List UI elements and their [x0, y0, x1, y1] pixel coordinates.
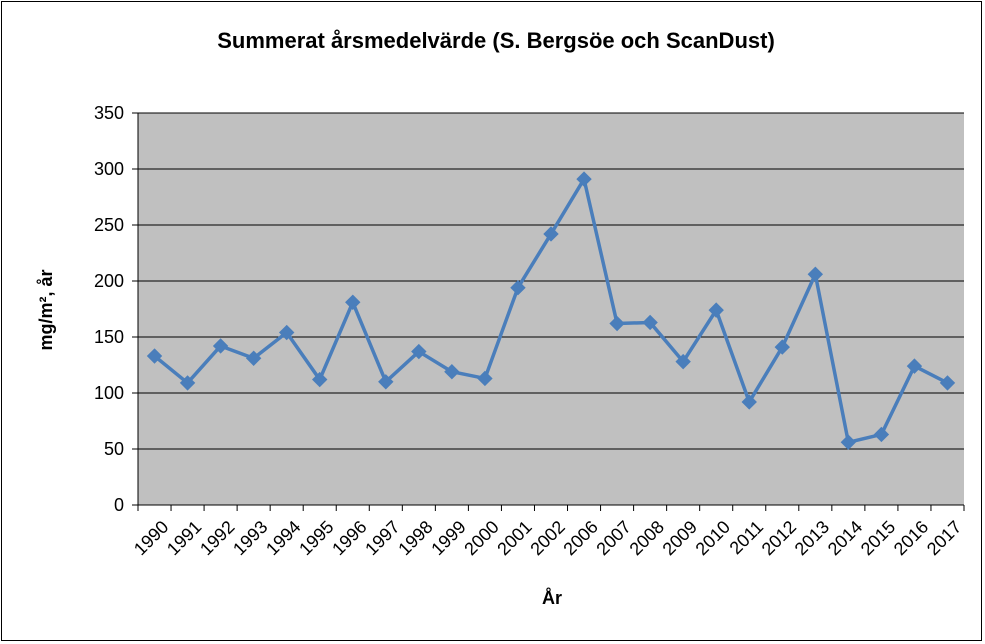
x-tick-label: 1995 [295, 517, 337, 559]
x-tick-label: 2007 [592, 517, 634, 559]
data-point-1994 [278, 324, 295, 341]
x-tick-label: 1996 [328, 517, 370, 559]
x-tick-label: 1991 [163, 517, 205, 559]
series-0 [146, 171, 956, 450]
data-point-2007 [609, 315, 625, 332]
data-point-1990 [146, 348, 163, 364]
axes [137, 113, 965, 511]
y-axis-tick-labels: 0 50 100 150 200 250 300 350 [94, 103, 124, 515]
x-axis-title: År [542, 588, 562, 608]
data-point-2017 [939, 375, 956, 391]
y-tick-label: 0 [114, 495, 124, 515]
x-tick-label: 2014 [824, 517, 866, 559]
data-point-2011 [741, 394, 757, 410]
x-tick-label: 2010 [692, 517, 734, 559]
plot-area [138, 113, 964, 505]
x-tick-label: 2001 [493, 517, 535, 559]
y-tick-label: 250 [94, 215, 124, 235]
x-tick-label: 2012 [758, 517, 800, 559]
data-point-2006 [576, 171, 592, 187]
data-point-2016 [906, 358, 923, 374]
y-tick-label: 50 [104, 439, 124, 459]
data-point-2009 [675, 353, 691, 370]
x-tick-label: 2009 [659, 517, 701, 559]
data-point-2015 [873, 426, 890, 443]
x-axis-tick-labels: 1990199119921993199419951996199719981999… [130, 517, 965, 559]
data-point-1992 [212, 338, 229, 354]
data-point-2001 [510, 280, 526, 296]
x-tick-label: 2017 [923, 517, 965, 559]
x-tick-label: 2016 [890, 517, 932, 559]
data-point-2014 [840, 434, 857, 450]
data-point-1991 [179, 375, 196, 391]
y-axis-title: mg/m², år [36, 269, 56, 350]
y-tick-label: 150 [94, 327, 124, 347]
y-tick-label: 350 [94, 103, 124, 123]
x-tick-label: 1994 [262, 517, 304, 559]
data-point-2013 [807, 266, 824, 282]
x-tick-label: 1992 [196, 517, 238, 559]
x-tick-label: 1997 [361, 517, 403, 559]
data-point-2010 [708, 302, 724, 318]
data-point-2012 [774, 339, 790, 355]
x-tick-label: 1999 [427, 517, 469, 559]
data-point-2008 [642, 314, 658, 331]
y-tick-label: 100 [94, 383, 124, 403]
data-point-2000 [477, 370, 493, 387]
x-tick-label: 1993 [229, 517, 271, 559]
x-tick-label: 1998 [394, 517, 436, 559]
x-tick-label: 2011 [726, 517, 768, 559]
chart-title: Summerat årsmedelvärde (S. Bergsöe och S… [217, 28, 775, 53]
x-tick-label: 2015 [857, 517, 899, 559]
data-point-1997 [378, 374, 394, 390]
data-point-1999 [444, 364, 460, 380]
data-point-1996 [345, 294, 361, 310]
data-point-2002 [543, 226, 559, 242]
data-point-1995 [312, 371, 328, 388]
y-tick-label: 200 [94, 271, 124, 291]
data-point-1998 [411, 343, 427, 360]
x-tick-label: 2000 [460, 517, 502, 559]
x-tick-label: 2013 [791, 517, 833, 559]
data-point-1993 [245, 350, 262, 366]
x-tick-label: 1990 [130, 517, 172, 559]
x-tick-label: 2008 [626, 517, 668, 559]
y-tick-label: 300 [94, 159, 124, 179]
x-tick-label: 2002 [526, 517, 568, 559]
x-tick-label: 2006 [559, 517, 601, 559]
